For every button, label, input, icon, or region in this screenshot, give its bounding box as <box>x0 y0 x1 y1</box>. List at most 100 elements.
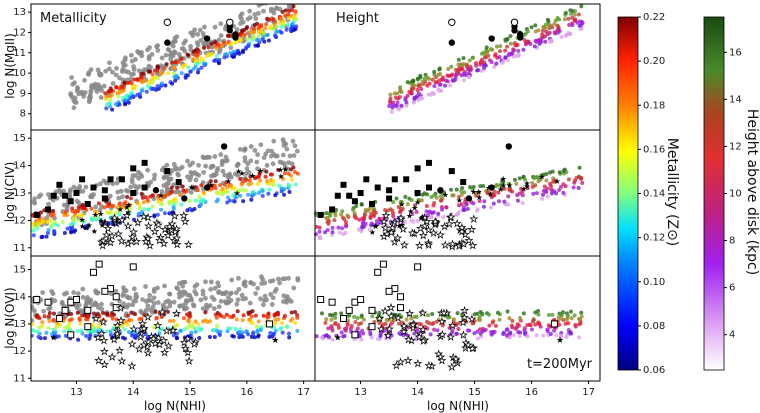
simulation-point <box>103 91 108 96</box>
obs-open-star: ★ <box>468 315 476 325</box>
y-tick-label: 11 <box>13 373 26 384</box>
simulation-point <box>565 332 570 337</box>
obs-open-star: ★ <box>400 322 408 332</box>
simulation-point <box>164 62 169 67</box>
simulation-point <box>566 31 571 36</box>
obs-open-star: ★ <box>151 340 159 350</box>
simulation-point <box>511 333 516 338</box>
simulation-point <box>218 183 223 188</box>
obs-open-star: ★ <box>404 356 412 366</box>
simulation-point <box>175 185 180 190</box>
simulation-point <box>478 331 483 336</box>
obs-open-star: ★ <box>425 361 433 371</box>
obs-star: ★ <box>257 167 264 176</box>
simulation-point <box>412 95 417 100</box>
simulation-point <box>105 311 110 316</box>
simulation-point <box>546 19 551 24</box>
simulation-point <box>541 333 546 338</box>
simulation-point <box>139 191 144 196</box>
obs-open-star: ★ <box>458 227 466 237</box>
simulation-point <box>273 321 278 326</box>
obs-star: ★ <box>398 200 405 209</box>
simulation-point <box>255 166 260 172</box>
simulation-point <box>159 197 164 202</box>
simulation-point <box>170 60 175 65</box>
simulation-point <box>480 326 485 331</box>
simulation-point <box>237 51 242 56</box>
colorbar-1 <box>703 16 725 371</box>
simulation-point <box>129 81 134 86</box>
simulation-point <box>234 301 240 307</box>
simulation-point <box>563 184 568 189</box>
obs-open-square <box>95 260 103 268</box>
simulation-point <box>76 218 81 223</box>
simulation-point <box>487 323 492 328</box>
simulation-point <box>407 89 412 94</box>
simulation-point <box>188 296 194 301</box>
simulation-point <box>543 39 548 44</box>
simulation-point <box>464 62 469 67</box>
obs-open-star: ★ <box>392 361 400 371</box>
simulation-point <box>228 298 234 303</box>
simulation-point <box>64 203 70 209</box>
simulation-point <box>416 198 421 203</box>
simulation-point <box>542 184 547 189</box>
simulation-point <box>151 286 157 292</box>
simulation-point <box>80 286 86 292</box>
simulation-point <box>107 211 112 216</box>
simulation-point <box>89 206 94 211</box>
obs-open-star: ★ <box>151 228 159 238</box>
simulation-point <box>89 83 95 88</box>
simulation-point <box>370 314 375 319</box>
simulation-point <box>397 95 402 100</box>
simulation-point <box>263 26 268 31</box>
simulation-point <box>135 77 140 82</box>
x-axis-label-left: log N(NHI) <box>144 399 206 413</box>
panel-0-0-scatter <box>68 0 299 112</box>
simulation-point <box>150 193 155 198</box>
obs-star: ★ <box>418 214 425 223</box>
simulation-point <box>131 286 137 292</box>
simulation-point <box>146 207 151 212</box>
simulation-point <box>220 159 225 165</box>
obs-star: ★ <box>406 212 413 221</box>
simulation-point <box>224 52 229 57</box>
simulation-point <box>511 47 516 52</box>
obs-open-star: ★ <box>423 217 431 227</box>
obs-open-square <box>72 295 80 303</box>
simulation-point <box>136 169 141 175</box>
simulation-point <box>99 301 104 307</box>
obs-open-square <box>368 306 376 314</box>
simulation-point <box>155 212 160 217</box>
simulation-point <box>261 31 266 36</box>
simulation-point <box>295 312 300 317</box>
panel-1-1-scatter: ★★ ★★★★★ ★★★★★★★★★★★ ★★★★★★★★★★★★★★★★★★★★★★… <box>313 143 585 253</box>
simulation-point <box>222 55 227 60</box>
simulation-point <box>98 220 103 225</box>
simulation-point <box>245 36 250 41</box>
time-annotation: t=200Myr <box>527 357 593 372</box>
simulation-point <box>288 0 293 2</box>
simulation-point <box>253 43 258 48</box>
simulation-point <box>234 163 240 169</box>
obs-filled-square <box>363 176 370 183</box>
colorbar-0 <box>617 16 639 371</box>
simulation-point <box>258 296 263 302</box>
simulation-point <box>108 329 113 334</box>
obs-filled-square <box>164 168 171 175</box>
simulation-point <box>131 64 136 69</box>
obs-open-star: ★ <box>185 240 193 250</box>
obs-open-star: ★ <box>382 211 390 221</box>
simulation-point <box>502 199 507 204</box>
simulation-point <box>91 315 97 321</box>
simulation-point <box>251 189 256 194</box>
simulation-point <box>264 169 269 174</box>
simulation-point <box>256 25 261 30</box>
obs-filled-square <box>141 184 148 191</box>
panel-2-0-scatter: ★ ★★★★★★★★★★★★★★★ ★★★★ ★★★★★★★★★★★★★★★★★★★★… <box>31 260 301 372</box>
simulation-point <box>262 293 268 299</box>
simulation-point <box>284 27 289 32</box>
simulation-point <box>129 318 134 323</box>
simulation-point <box>344 222 349 227</box>
simulation-point <box>60 219 65 224</box>
